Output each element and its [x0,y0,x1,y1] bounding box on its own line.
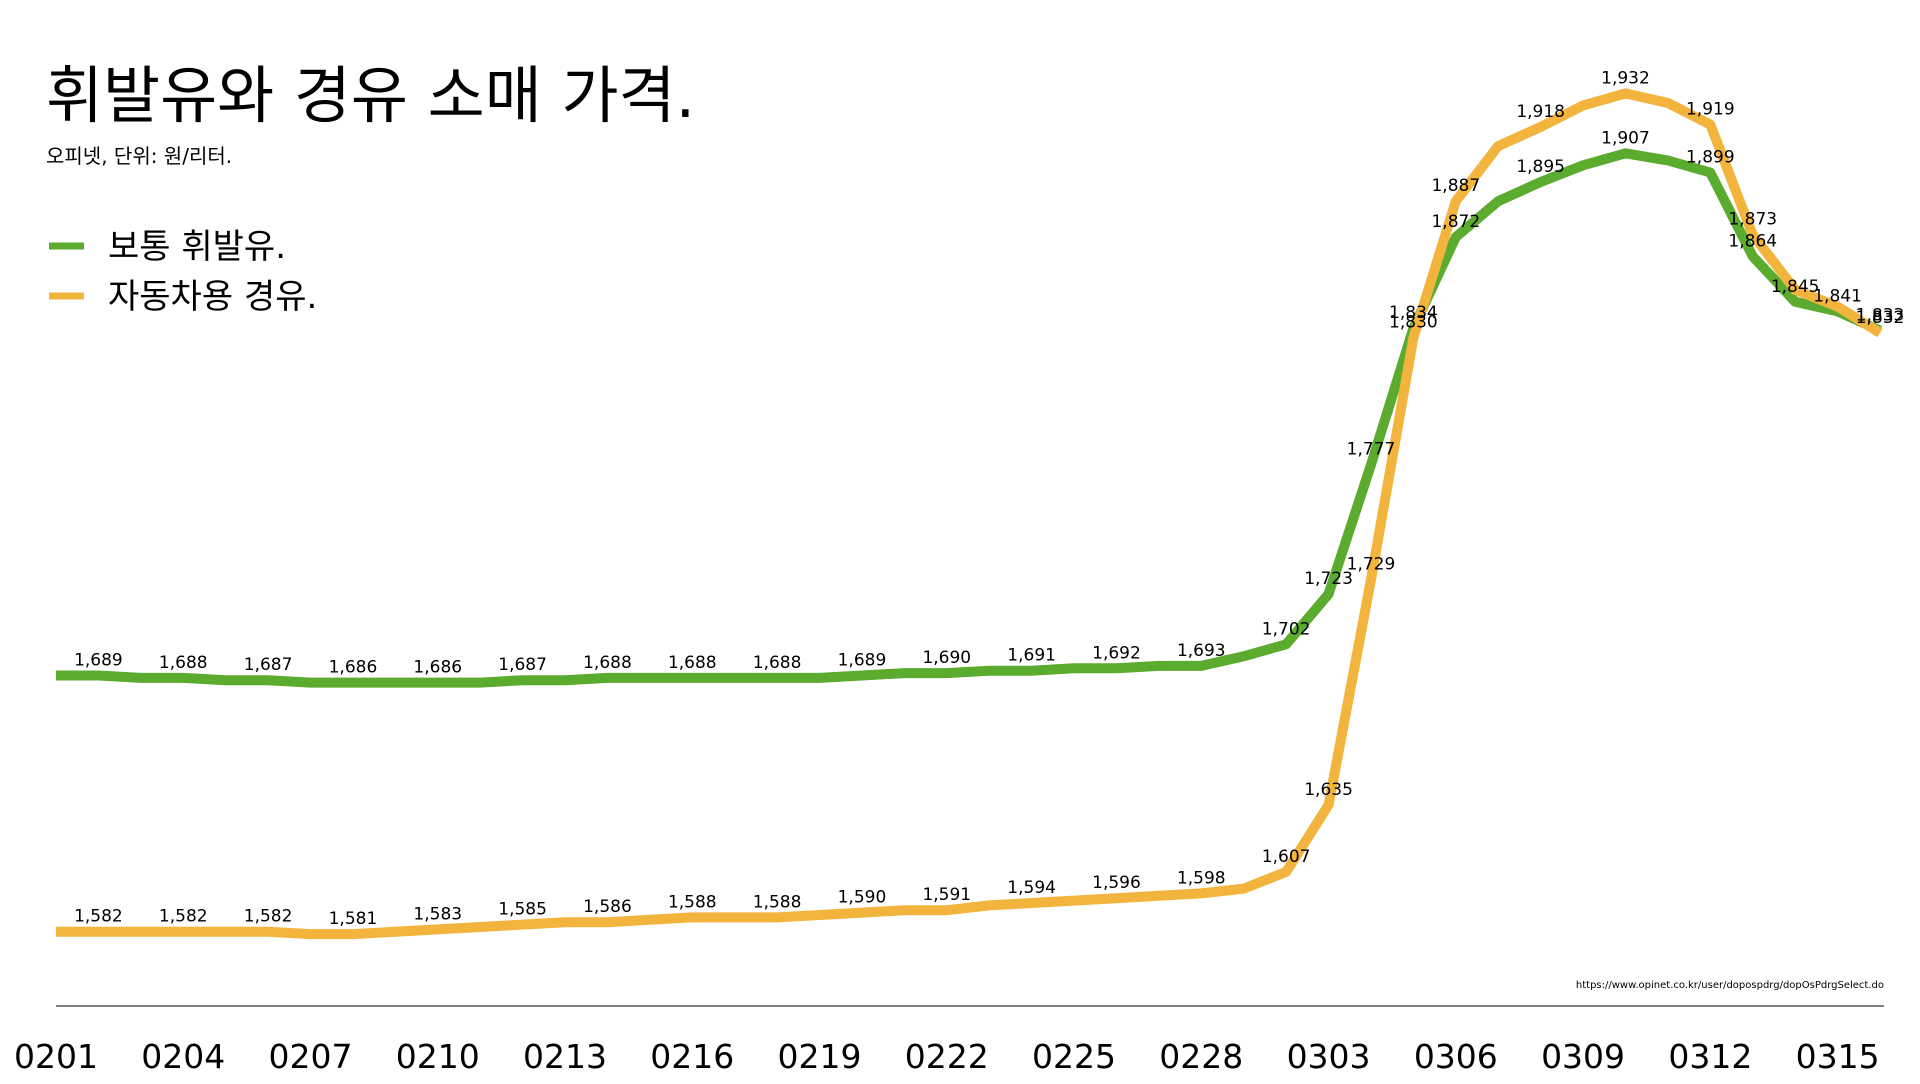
chart-title: 휘발유와 경유 소매 가격. [46,59,695,132]
data-label: 1,596 [1092,873,1141,893]
x-tick-label: 0315 [1796,1037,1880,1076]
data-label: 1,690 [922,648,971,668]
data-label: 1,864 [1728,231,1777,251]
data-label: 1,582 [244,907,293,927]
data-label: 1,918 [1516,102,1565,122]
data-label: 1,723 [1304,569,1353,589]
data-label: 1,702 [1262,619,1311,639]
data-label: 1,777 [1347,440,1396,460]
data-label: 1,845 [1771,277,1820,297]
data-label: 1,635 [1304,780,1353,800]
data-label: 1,830 [1389,313,1438,333]
legend-label: 자동차용 경유. [108,277,317,317]
chart-subtitle: 오피넷, 단위: 원/리터. [46,144,232,168]
data-label: 1,687 [244,655,293,675]
data-label: 1,688 [668,653,717,673]
data-label: 1,689 [74,650,123,670]
x-tick-label: 0213 [523,1037,607,1076]
x-tick-label: 0303 [1287,1037,1371,1076]
data-label: 1,692 [1092,643,1141,663]
x-tick-label: 0225 [1032,1037,1116,1076]
data-label: 1,582 [74,907,123,927]
data-label: 1,899 [1686,147,1735,167]
data-label: 1,907 [1601,128,1650,148]
data-label: 1,688 [159,653,208,673]
data-label: 1,581 [329,909,378,929]
x-tick-label: 0306 [1414,1037,1498,1076]
data-label: 1,590 [838,888,887,908]
x-tick-label: 0204 [141,1037,225,1076]
data-label: 1,895 [1516,157,1565,177]
data-label: 1,687 [498,655,547,675]
data-label: 1,688 [753,653,802,673]
data-label: 1,887 [1431,176,1480,196]
data-label: 1,582 [159,907,208,927]
data-label: 1,686 [413,658,462,678]
data-label: 1,586 [583,897,632,917]
x-tick-label: 0309 [1541,1037,1625,1076]
data-label: 1,594 [1007,878,1056,898]
data-label: 1,588 [668,892,717,912]
source: https://www.opinet.co.kr/user/dopospdrg/… [1576,980,1884,991]
data-label: 1,873 [1728,210,1777,230]
x-tick-label: 0210 [396,1037,480,1076]
x-tick-label: 0207 [269,1037,353,1076]
data-label: 1,598 [1177,868,1226,888]
series-line [56,148,1883,688]
series-line [56,88,1883,940]
x-tick-label: 0312 [1668,1037,1752,1076]
data-label: 1,689 [838,650,887,670]
legend-label: 보통 휘발유. [108,227,286,267]
data-label: 1,729 [1347,555,1396,575]
data-label: 1,607 [1262,847,1311,867]
data-label: 1,688 [583,653,632,673]
x-tick-label: 0228 [1159,1037,1243,1076]
data-label: 1,834 [1389,303,1438,323]
data-label: 1,691 [1007,646,1056,666]
data-label: 1,841 [1813,286,1862,306]
x-tick-label: 0222 [905,1037,989,1076]
data-label: 1,932 [1601,68,1650,88]
data-label: 1,588 [753,892,802,912]
x-tick-label: 0219 [778,1037,862,1076]
data-label: 1,919 [1686,100,1735,120]
data-label: 1,585 [498,900,547,920]
data-label: 1,693 [1177,641,1226,661]
data-label: 1,832 [1856,308,1905,328]
data-label: 1,872 [1431,212,1480,232]
data-label: 1,833 [1856,306,1905,326]
data-label: 1,583 [413,904,462,924]
data-label: 1,686 [329,658,378,678]
x-tick-label: 0201 [14,1037,98,1076]
data-label: 1,591 [922,885,971,905]
x-tick-label: 0216 [650,1037,734,1076]
